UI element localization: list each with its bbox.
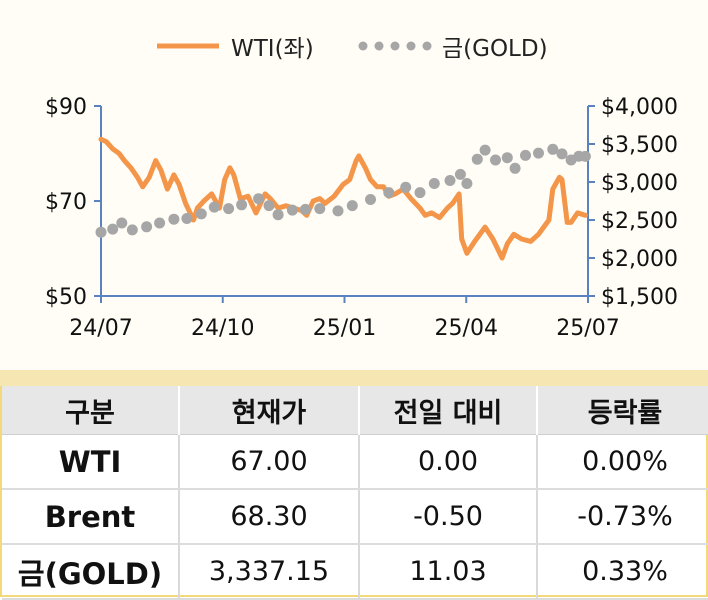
gold-data-point <box>263 200 275 212</box>
y-right-tick-label: $3,000 <box>601 171 678 196</box>
legend-item-gold: 금(GOLD) <box>358 30 548 62</box>
x-tick-label: 25/04 <box>435 316 498 341</box>
gold-data-point <box>365 194 376 205</box>
cell-change-rate: 0.00% <box>537 434 708 490</box>
x-tick-label: 25/01 <box>313 316 376 341</box>
table-header-row: 구분 현재가 전일 대비 등락률 <box>2 386 708 435</box>
gold-data-point <box>299 203 311 215</box>
cell-change-rate: -0.73% <box>537 489 708 545</box>
gold-data-point <box>490 154 501 166</box>
gold-data-point <box>579 150 591 162</box>
gold-data-point <box>95 226 107 238</box>
x-tick-label: 24/07 <box>69 316 132 341</box>
header-current-price: 현재가 <box>179 386 360 435</box>
gold-data-point <box>547 143 559 155</box>
x-tick-label: 25/07 <box>556 316 619 341</box>
gold-data-point <box>479 144 491 156</box>
cell-daily-change: 11.03 <box>359 544 538 600</box>
y-right-tick-label: $2,500 <box>601 209 678 234</box>
price-summary-table: 구분 현재가 전일 대비 등락률 WTI 67.00 0.00 0.00% Br… <box>2 386 708 600</box>
table-row: 금(GOLD) 3,337.15 11.03 0.33% <box>2 544 708 600</box>
y-left-tick-label: $50 <box>45 285 87 310</box>
gold-data-point <box>509 162 521 174</box>
chart-panel: WTI(좌) 금(GOLD) $50 $70 $90 $1,500 $2,000 $2,5… <box>0 30 708 341</box>
table-row: Brent 68.30 -0.50 -0.73% <box>2 489 708 545</box>
row-label-gold: 금(GOLD) <box>2 544 180 600</box>
gold-data-point <box>414 187 426 199</box>
y-left-tick-label: $90 <box>45 95 87 120</box>
gold-data-point <box>272 209 284 221</box>
x-tick-label: 24/10 <box>191 316 254 341</box>
row-label-brent: Brent <box>2 489 180 545</box>
header-daily-change: 전일 대비 <box>359 386 538 435</box>
cell-current-price: 67.00 <box>179 434 360 490</box>
gold-data-point <box>533 147 544 159</box>
gold-data-point <box>195 208 207 220</box>
cell-current-price: 3,337.15 <box>179 544 360 600</box>
chart-legend: WTI(좌) 금(GOLD) <box>0 30 708 62</box>
gold-data-point <box>346 200 358 212</box>
gold-data-point <box>471 153 483 165</box>
gold-data-point <box>126 224 138 236</box>
gold-data-point <box>454 168 466 180</box>
gold-data-point <box>314 203 326 215</box>
legend-item-wti: WTI(좌) <box>155 30 314 62</box>
legend-dot <box>390 41 400 51</box>
y-right-tick-label: $4,000 <box>601 95 678 120</box>
gold-data-point <box>428 178 440 189</box>
wti-series-line <box>98 136 588 261</box>
gold-data-point <box>141 221 153 233</box>
gold-data-point <box>223 203 235 215</box>
legend-swatch-wti <box>157 43 219 49</box>
gold-data-point <box>286 204 298 216</box>
legend-dot <box>406 41 416 51</box>
legend-label-gold: 금(GOLD) <box>442 36 548 62</box>
cell-change-rate: 0.33% <box>537 544 708 600</box>
cell-current-price: 68.30 <box>179 489 360 545</box>
legend-dot <box>422 41 432 51</box>
gold-data-point <box>556 148 568 160</box>
gold-data-point <box>208 201 220 213</box>
header-category: 구분 <box>2 386 180 435</box>
gold-data-point <box>400 181 412 193</box>
gold-data-point <box>236 199 248 211</box>
line-chart: $50 $70 $90 $1,500 $2,000 $2,500 $3,000 $3,500 $… <box>45 95 678 341</box>
cell-daily-change: -0.50 <box>359 489 538 545</box>
y-right-tick-label: $3,500 <box>601 133 678 158</box>
gold-data-point <box>253 193 265 205</box>
gold-data-point <box>181 213 193 224</box>
legend-swatch-gold <box>358 41 432 51</box>
gold-data-point <box>168 213 180 225</box>
legend-dot <box>374 41 384 51</box>
legend-dot <box>358 41 368 51</box>
gold-data-point <box>116 217 128 229</box>
divider-band <box>0 370 708 386</box>
table-row: WTI 67.00 0.00 0.00% <box>2 434 708 490</box>
y-left-tick-label: $70 <box>45 190 87 215</box>
gold-data-point <box>332 205 344 217</box>
y-right-tick-label: $2,000 <box>601 247 678 272</box>
gold-data-point <box>444 175 456 186</box>
cell-daily-change: 0.00 <box>359 434 538 490</box>
gold-data-point <box>154 217 166 229</box>
header-change-rate: 등락률 <box>537 386 708 435</box>
y-right-tick-label: $1,500 <box>601 285 678 310</box>
gold-data-point <box>501 152 513 164</box>
gold-data-point <box>520 149 531 161</box>
legend-label-wti: WTI(좌) <box>231 36 314 62</box>
gold-data-point <box>461 178 473 189</box>
row-label-wti: WTI <box>2 434 180 490</box>
gold-data-point <box>107 223 119 235</box>
gold-data-point <box>383 187 395 199</box>
